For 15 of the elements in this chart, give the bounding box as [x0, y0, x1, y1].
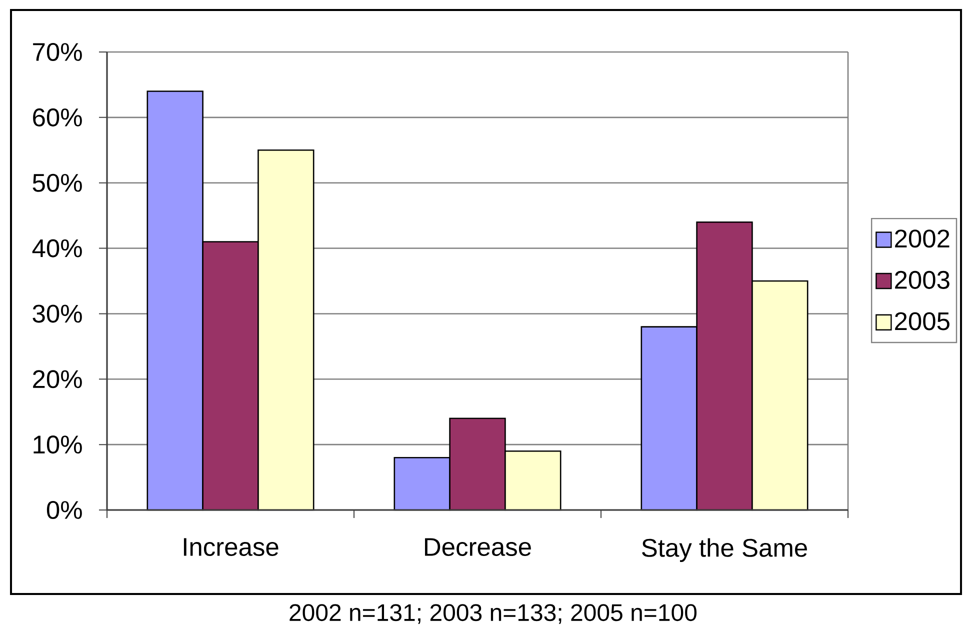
x-tick-label: Decrease — [425, 538, 531, 556]
x-tick-label: Stay the Same — [642, 538, 807, 562]
x-tick-label: Increase — [184, 538, 278, 556]
legend-label: 2003 — [895, 270, 950, 289]
text: 2002 n=131; 2003 n=133; 2005 n=100 — [290, 604, 697, 624]
y-tick-label: 20% — [33, 370, 82, 388]
legend-label: 2002 — [895, 230, 950, 248]
y-tick-label: 70% — [33, 42, 82, 62]
y-tick-label: 10% — [34, 436, 82, 454]
y-tick-label: 60% — [33, 108, 82, 126]
legend-label: 2005 — [895, 312, 950, 330]
y-tick-label: 30% — [32, 304, 82, 323]
y-tick-label: 40% — [32, 239, 82, 258]
y-tick-label: 50% — [32, 174, 82, 192]
y-tick-label: 0% — [46, 500, 82, 520]
